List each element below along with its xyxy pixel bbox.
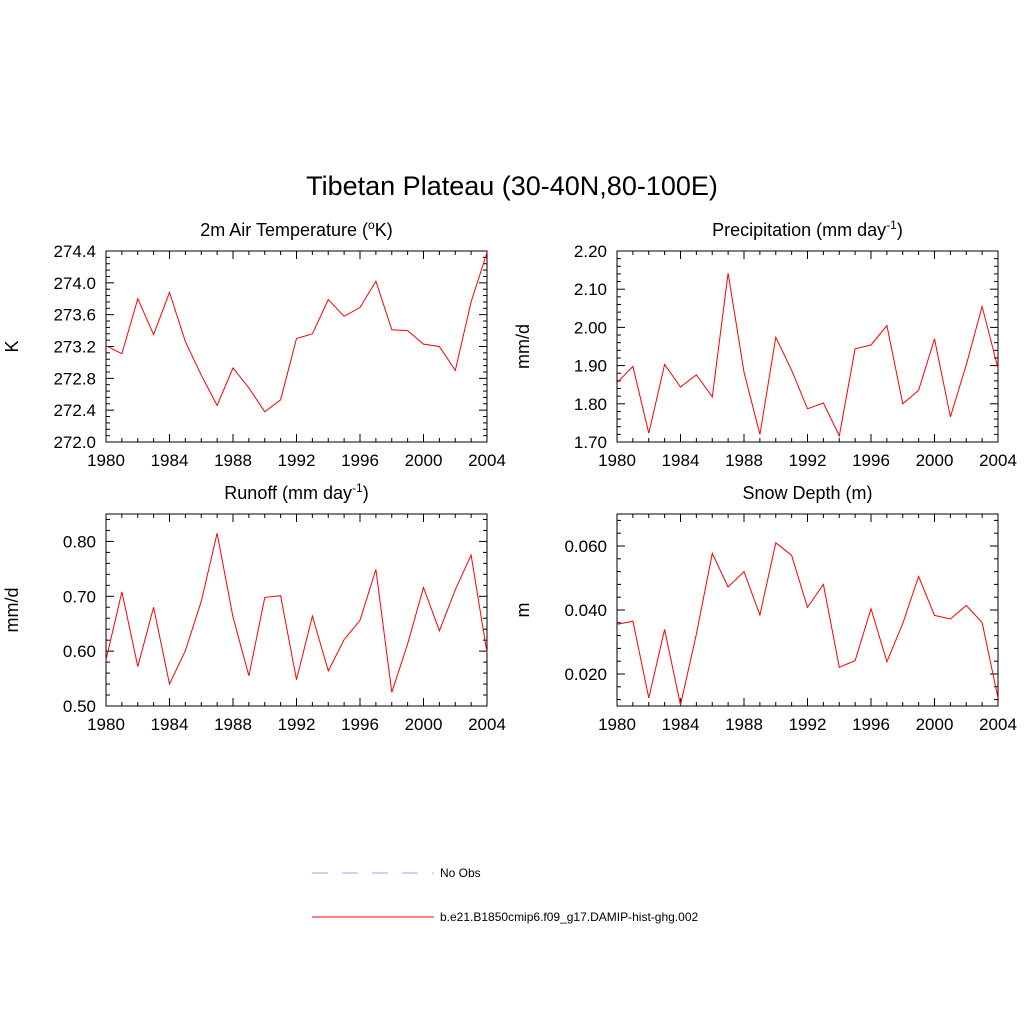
y-axis-label: K — [2, 340, 22, 352]
panel-title: Runoff (mm day-1) — [224, 481, 368, 503]
panel-title: Snow Depth (m) — [742, 483, 872, 503]
x-tick-label: 2000 — [916, 451, 954, 470]
series-line — [105, 252, 488, 413]
x-tick-label: 1980 — [87, 715, 125, 734]
y-tick-label: 0.50 — [63, 697, 96, 716]
panel-title-superscript: o — [368, 218, 375, 232]
x-tick-label: 1988 — [725, 451, 763, 470]
y-tick-label: 0.60 — [63, 642, 96, 661]
y-tick-label: 273.2 — [53, 338, 96, 357]
x-tick-label: 1992 — [789, 451, 827, 470]
x-tick-label: 1984 — [151, 715, 189, 734]
plot-frame — [105, 250, 488, 443]
x-tick-label: 2000 — [916, 715, 954, 734]
legend-label: No Obs — [440, 866, 481, 880]
x-tick-label: 1992 — [278, 715, 316, 734]
panel-title-tail: K) — [375, 220, 393, 240]
y-axis-label: m — [513, 603, 533, 618]
x-tick-label: 1988 — [214, 715, 252, 734]
panel-title: 2m Air Temperature (oK) — [200, 218, 392, 240]
x-tick-label: 1984 — [151, 451, 189, 470]
x-tick-label: 1996 — [852, 715, 890, 734]
y-tick-label: 0.80 — [63, 532, 96, 551]
panels-group: 2m Air Temperature (oK) K 1980 1984 1988 1992… — [2, 218, 1017, 734]
x-tick-label: 2004 — [979, 715, 1017, 734]
panel-title-tail: ) — [363, 483, 369, 503]
y-tick-label: 2.20 — [574, 242, 607, 261]
series-line — [616, 273, 999, 438]
x-tick-label: 1988 — [725, 715, 763, 734]
x-tick-label: 1980 — [598, 715, 636, 734]
y-tick-label: 1.90 — [574, 357, 607, 376]
x-tick-label: 1988 — [214, 451, 252, 470]
y-tick-label: 274.4 — [53, 242, 96, 261]
x-tick-label: 1996 — [852, 451, 890, 470]
x-tick-label: 2004 — [979, 451, 1017, 470]
x-tick-label: 1980 — [87, 451, 125, 470]
panel-4: Snow Depth (m) m 1980 1984 1988 1992 1996 2000 2… — [513, 483, 1017, 734]
x-tick-label: 1992 — [789, 715, 827, 734]
x-tick-label: 2004 — [468, 451, 506, 470]
panel-title-superscript: -1 — [352, 481, 363, 495]
y-tick-label: 2.00 — [574, 318, 607, 337]
x-tick-label: 2004 — [468, 715, 506, 734]
y-tick-label: 0.020 — [564, 665, 607, 684]
y-tick-label: 2.10 — [574, 280, 607, 299]
x-tick-label: 1984 — [662, 451, 700, 470]
x-tick-label: 1996 — [341, 715, 379, 734]
plot-frame — [616, 250, 999, 443]
x-tick-label: 1992 — [278, 451, 316, 470]
y-tick-label: 272.8 — [53, 369, 96, 388]
x-tick-label: 2000 — [405, 451, 443, 470]
panel-title-superscript: -1 — [886, 218, 897, 232]
y-tick-label: 0.060 — [564, 537, 607, 556]
x-tick-label: 1980 — [598, 451, 636, 470]
x-tick-label: 1996 — [341, 451, 379, 470]
panel-2: Precipitation (mm day-1) mm/d 1980 1984 1988… — [513, 218, 1017, 470]
legend-label: b.e21.B1850cmip6.f09_g17.DAMIP-hist-ghg.… — [440, 910, 698, 924]
series-line — [616, 541, 999, 706]
x-tick-label: 1984 — [662, 715, 700, 734]
y-tick-label: 274.0 — [53, 274, 96, 293]
y-tick-label: 272.0 — [53, 433, 96, 452]
series-line — [105, 533, 488, 693]
legend: No Obs b.e21.B1850cmip6.f09_g17.DAMIP-his… — [312, 866, 698, 924]
panel-title-tail: ) — [897, 220, 903, 240]
y-tick-label: 1.80 — [574, 395, 607, 414]
y-tick-label: 1.70 — [574, 433, 607, 452]
panel-1: 2m Air Temperature (oK) K 1980 1984 1988 1992… — [2, 218, 506, 470]
y-tick-label: 0.040 — [564, 601, 607, 620]
x-tick-label: 2000 — [405, 715, 443, 734]
y-axis-label: mm/d — [2, 588, 22, 633]
y-axis-label: mm/d — [513, 324, 533, 369]
y-tick-label: 272.4 — [53, 401, 96, 420]
y-tick-label: 0.70 — [63, 587, 96, 606]
figure-title: Tibetan Plateau (30-40N,80-100E) — [306, 171, 718, 201]
y-tick-label: 273.6 — [53, 306, 96, 325]
panel-3: Runoff (mm day-1) mm/d 1980 1984 1988 1992 199… — [2, 481, 506, 734]
panel-title: Precipitation (mm day-1) — [712, 218, 903, 240]
